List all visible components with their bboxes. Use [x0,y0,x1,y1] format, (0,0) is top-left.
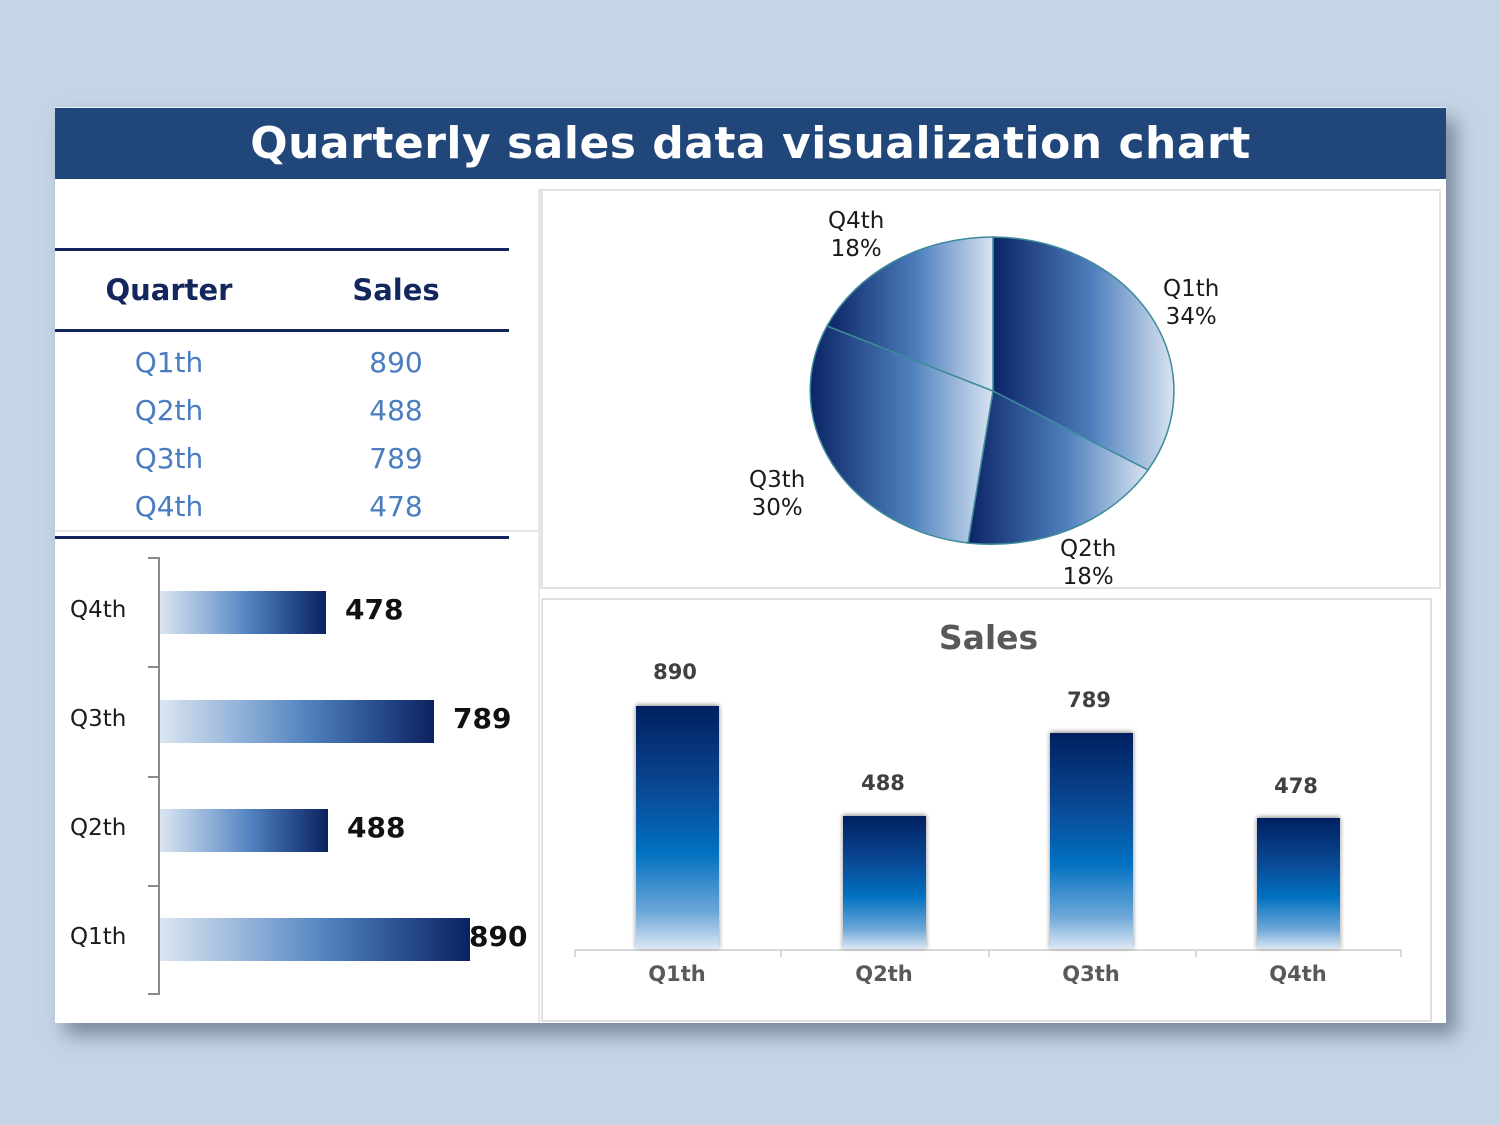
hbar-category-label: Q1th [70,924,127,950]
section-divider [55,530,539,532]
table-row: Q3th 789 [55,434,509,482]
axis-tick [148,993,160,995]
category-axis [158,557,160,994]
chart-title: Sales [938,618,1039,657]
axis-tick [780,949,782,957]
cell-sales: 478 [369,489,423,523]
hbar-value-label: 478 [345,593,404,626]
axis-tick [1400,949,1402,957]
hbar-row-q2: Q2th 488 [55,809,538,853]
table-body: Q1th 890 Q2th 488 Q3th 789 Q4th 478 [55,332,509,536]
pie-label-name: Q3th [749,467,806,493]
hbar-bar[interactable] [160,809,328,852]
vbar-category-label: Q4th [1269,962,1327,986]
cell-sales: 789 [369,441,423,475]
hbar-bar[interactable] [160,591,326,634]
pie-label-q2: Q2th 18% [1060,535,1116,591]
hbar-category-label: Q4th [70,597,127,623]
axis-tick [1195,949,1197,957]
table-row: Q2th 488 [55,386,509,434]
title-bar: Quarterly sales data visualization chart [55,107,1446,179]
vbar-category-label: Q3th [1062,962,1120,986]
vbar-value-label: 789 [1067,688,1111,712]
cell-quarter: Q2th [134,393,204,427]
cell-quarter: Q4th [134,489,204,523]
axis-tick [148,885,160,887]
hbar-row-q4: Q4th 478 [55,591,538,635]
axis-tick [148,666,160,668]
pie-label-name: Q2th [1060,536,1117,562]
pie-slice-q3[interactable] [809,325,994,544]
vbar-category-label: Q2th [855,962,913,986]
pie-chart [809,236,1175,546]
hbar-bar[interactable] [160,700,434,743]
hbar-category-label: Q3th [70,706,127,732]
hbar-bar[interactable] [160,918,470,961]
table-bottom-rule [55,536,509,539]
axis-tick [148,776,160,778]
vbar-bar-q3[interactable] [1050,733,1133,949]
vbar-bar-q2[interactable] [843,816,926,949]
header-quarter: Quarter [105,273,233,307]
vbar-category-label: Q1th [648,962,706,986]
pie-label-percent: 34% [1165,304,1217,330]
hbar-category-label: Q2th [70,815,127,841]
table-header-rule [55,329,509,332]
page-title: Quarterly sales data visualization chart [250,118,1251,169]
axis-tick [148,557,160,559]
column-divider [538,189,540,1023]
header-sales: Sales [352,273,440,307]
hbar-value-label: 789 [453,702,512,735]
cell-quarter: Q3th [134,441,204,475]
pie-slice-q2[interactable] [967,389,1150,546]
axis-tick [988,949,990,957]
pie-label-percent: 30% [751,495,803,521]
vbar-value-label: 478 [1274,774,1318,798]
pie-slice-q1[interactable] [992,236,1175,471]
pie-label-q4: Q4th 18% [828,207,884,263]
dashboard-sheet: Quarterly sales data visualization chart… [55,107,1446,1023]
hbar-row-q3: Q3th 789 [55,700,538,744]
vbar-value-label: 890 [653,660,697,684]
vertical-bar-chart: Sales 890 Q1th 488 Q2th 789 Q3th 478 Q4t… [541,598,1432,1022]
pie-label-name: Q4th [828,208,885,234]
axis-tick [574,949,576,957]
vbar-bar-q1[interactable] [636,706,719,949]
hbar-value-label: 890 [469,920,528,953]
table-row: Q4th 478 [55,482,509,530]
table-row: Q1th 890 [55,338,509,386]
pie-slice-q4[interactable] [825,236,994,393]
vbar-bar-q4[interactable] [1257,818,1340,949]
pie-label-percent: 18% [1062,564,1114,590]
pie-label-q3: Q3th 30% [749,466,805,522]
pie-label-name: Q1th [1163,276,1220,302]
pie-label-percent: 18% [830,236,882,262]
hbar-value-label: 488 [347,811,406,844]
cell-sales: 488 [369,393,423,427]
cell-quarter: Q1th [134,345,204,379]
table-top-rule [55,248,509,251]
vbar-value-label: 488 [861,771,905,795]
pie-chart-panel: Q1th 34% Q2th 18% Q3th 30% Q4th 18% [540,189,1441,591]
cell-sales: 890 [369,345,423,379]
pie-label-q1: Q1th 34% [1163,275,1219,331]
table-header-row: Quarter Sales [55,251,509,329]
sales-table: Quarter Sales Q1th 890 Q2th 488 Q3th 789… [55,248,509,539]
horizontal-bar-chart: Q4th 478 Q3th 789 Q2th 488 Q1th 890 [55,532,538,1023]
hbar-row-q1: Q1th 890 [55,918,538,962]
